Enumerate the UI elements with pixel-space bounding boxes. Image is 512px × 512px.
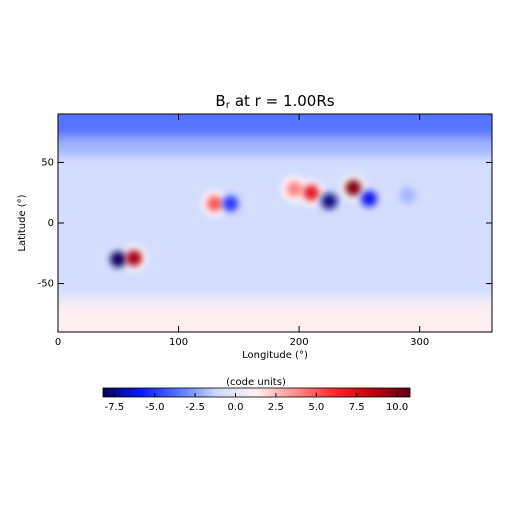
field-band [58, 138, 492, 157]
colorbar [102, 387, 411, 398]
magnetic-source [321, 193, 338, 210]
field-band [58, 305, 492, 332]
magnetic-source [286, 181, 303, 198]
x-tick-label: 0 [55, 337, 61, 348]
y-tick-label: 0 [48, 218, 54, 229]
field-band [58, 295, 492, 306]
magnetic-source [206, 195, 223, 212]
magnetic-source [361, 190, 378, 207]
colorbar-tick-label: 10.0 [386, 402, 408, 413]
chart-title: Br at r = 1.00Rs [215, 92, 334, 112]
magnetic-source [110, 251, 127, 268]
title-subscript: r [226, 100, 231, 111]
colorbar-tick-label: 7.5 [349, 402, 365, 413]
colorbar-tick-label: -2.5 [185, 402, 205, 413]
colorbar-tick-label: 0.0 [228, 402, 244, 413]
title-text: at r = 1.00Rs [235, 92, 335, 110]
x-tick-label: 200 [290, 337, 309, 348]
colorbar-tick-label: -5.0 [145, 402, 165, 413]
y-axis-label: Latitude (°) [17, 194, 28, 251]
map [58, 114, 492, 332]
x-tick-label: 300 [410, 337, 429, 348]
magnetic-source [125, 250, 142, 267]
colorbar-label: (code units) [226, 377, 286, 388]
x-axis-label: Longitude (°) [242, 350, 308, 361]
colorbar-tick-label: 5.0 [308, 402, 324, 413]
field-band [58, 156, 492, 296]
magnetic-source [345, 179, 362, 196]
background [58, 114, 492, 332]
magnetic-source [222, 195, 239, 212]
colorbar-tick-label: -7.5 [105, 402, 125, 413]
x-tick-label: 100 [169, 337, 188, 348]
magnetic-source [399, 187, 416, 204]
title-symbol: B [215, 92, 225, 110]
colorbar-tick-label: 2.5 [268, 402, 284, 413]
sources [110, 174, 416, 272]
magnetic-source [303, 184, 320, 201]
y-tick-label: 50 [41, 157, 54, 168]
y-tick-label: -50 [38, 279, 54, 290]
